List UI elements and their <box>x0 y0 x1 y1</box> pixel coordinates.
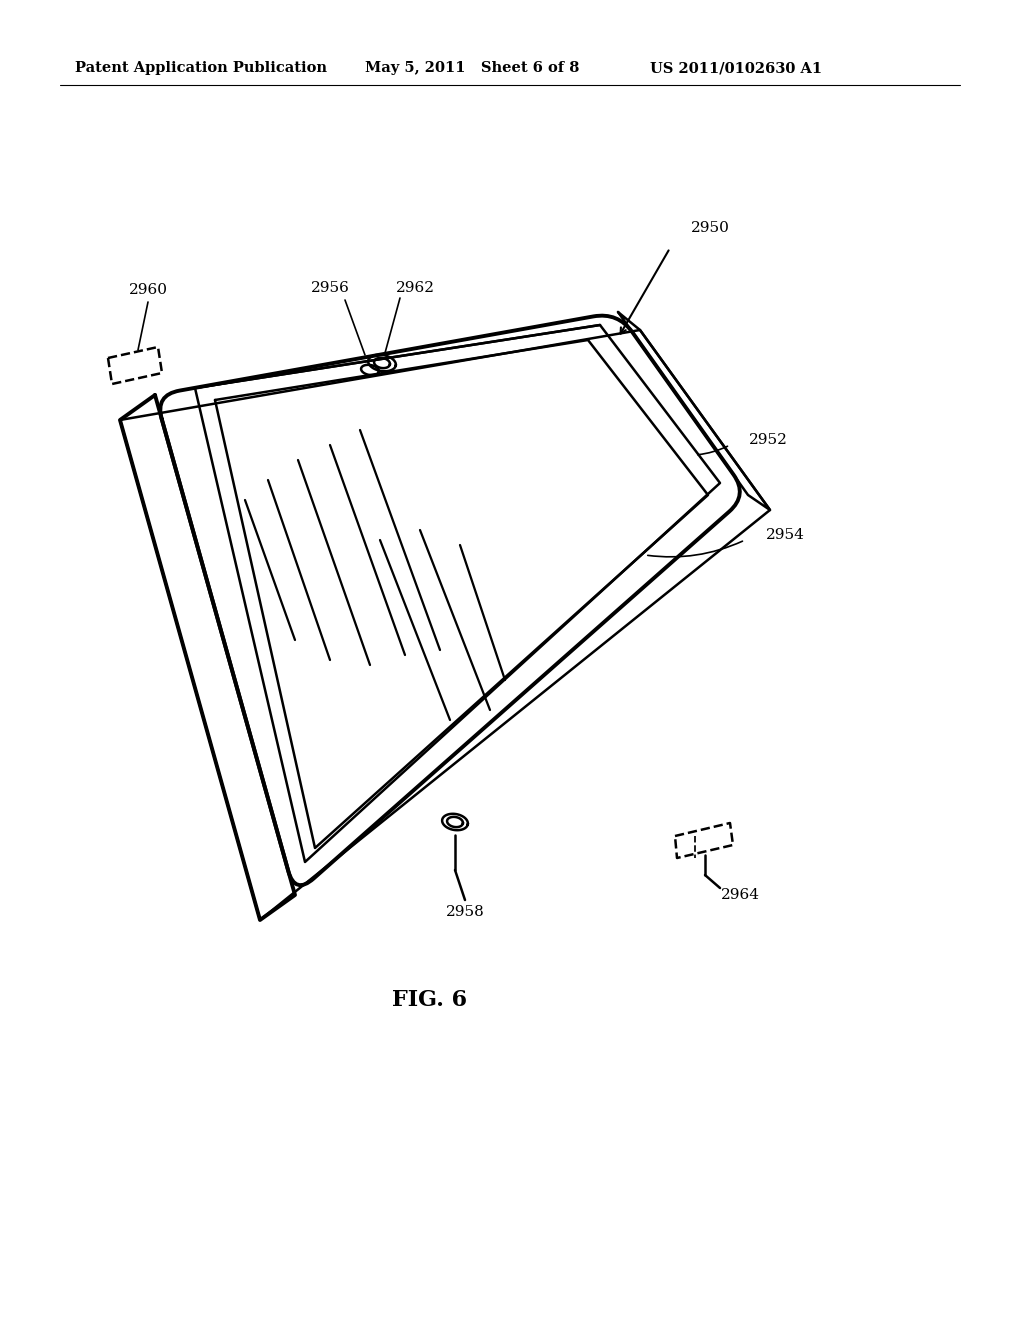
Text: FIG. 6: FIG. 6 <box>392 989 468 1011</box>
Text: US 2011/0102630 A1: US 2011/0102630 A1 <box>650 61 822 75</box>
Text: 2952: 2952 <box>749 433 787 447</box>
Text: May 5, 2011   Sheet 6 of 8: May 5, 2011 Sheet 6 of 8 <box>365 61 580 75</box>
Text: Patent Application Publication: Patent Application Publication <box>75 61 327 75</box>
Text: 2960: 2960 <box>128 282 168 297</box>
Text: 2954: 2954 <box>766 528 805 543</box>
Text: 2962: 2962 <box>395 281 434 294</box>
Text: 2956: 2956 <box>310 281 349 294</box>
Text: 2964: 2964 <box>721 888 760 902</box>
Text: 2958: 2958 <box>445 906 484 919</box>
Text: 2950: 2950 <box>690 220 729 235</box>
